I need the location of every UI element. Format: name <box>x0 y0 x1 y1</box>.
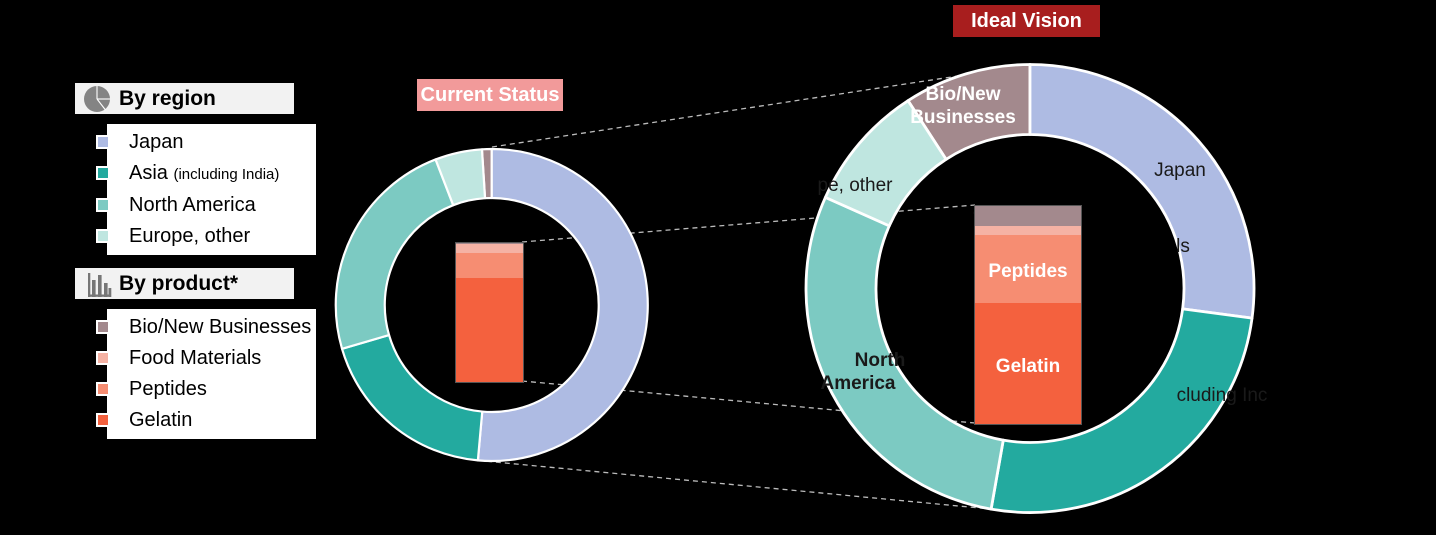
svg-text:Businesses: Businesses <box>910 107 1016 128</box>
svg-text:Japan: Japan <box>1154 160 1206 181</box>
svg-text:pe, other: pe, other <box>818 175 894 196</box>
svg-text:ls: ls <box>1176 236 1190 257</box>
svg-text:America: America <box>821 373 896 394</box>
svg-text:cluding Inc: cluding Inc <box>1177 385 1268 406</box>
svg-text:Bio/New: Bio/New <box>926 84 1001 105</box>
svg-text:North: North <box>855 350 906 371</box>
